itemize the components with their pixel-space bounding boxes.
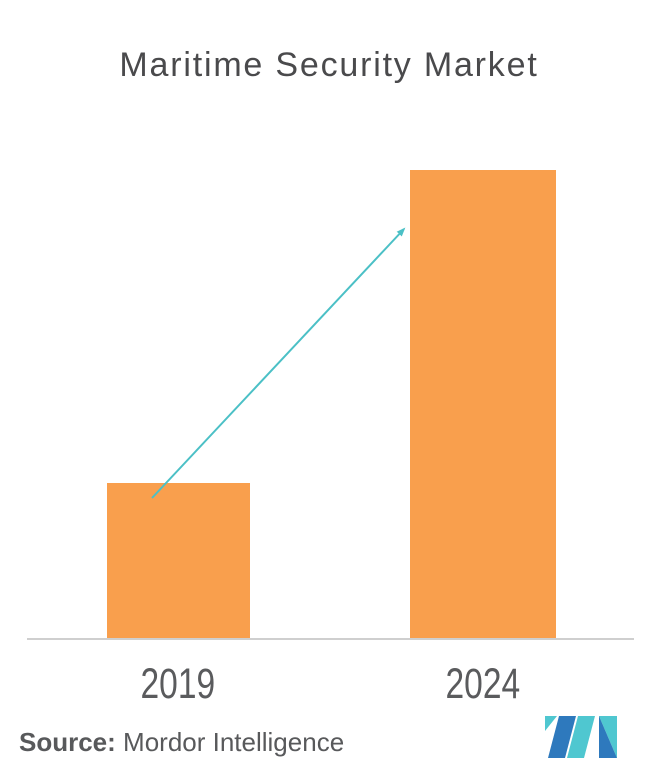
chart-title: Maritime Security Market: [119, 46, 539, 84]
bar-2024: [410, 170, 556, 640]
x-axis-line: [27, 638, 634, 640]
source-value: Mordor Intelligence: [115, 727, 345, 757]
bar-2019: [107, 483, 250, 640]
x-tick-label-2024: 2024: [383, 660, 583, 709]
mordor-intelligence-logo: [545, 716, 617, 758]
x-tick-label-2019: 2019: [78, 660, 278, 709]
x-tick-label-2019-text: 2019: [140, 660, 216, 708]
source-text: Source: Mordor Intelligence: [19, 727, 344, 758]
source-label: Source:: [19, 727, 116, 757]
x-tick-label-2024-text: 2024: [445, 660, 521, 708]
